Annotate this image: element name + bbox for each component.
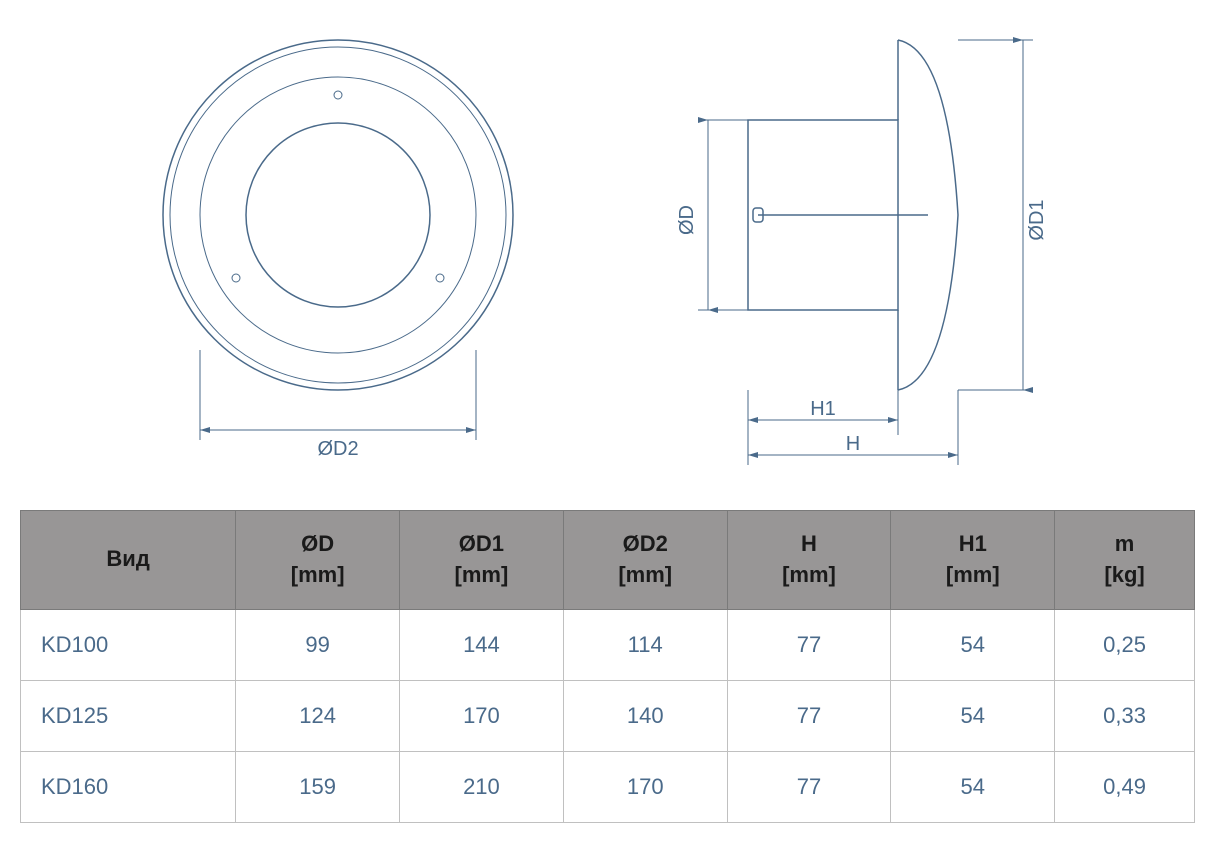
table-cell: KD160	[21, 751, 236, 822]
table-cell: 77	[727, 609, 891, 680]
table-header-cell: m[kg]	[1055, 511, 1195, 610]
table-header-cell: ØD1[mm]	[400, 511, 564, 610]
table-cell: 0,49	[1055, 751, 1195, 822]
table-row: KD12512417014077540,33	[21, 680, 1195, 751]
table-cell: 54	[891, 680, 1055, 751]
table-cell: 144	[400, 609, 564, 680]
h1-label: H1	[810, 398, 836, 420]
table-cell: 170	[563, 751, 727, 822]
d1-label: ØD1	[1026, 199, 1048, 240]
table-cell: 54	[891, 751, 1055, 822]
table-header-row: ВидØD[mm]ØD1[mm]ØD2[mm]H[mm]H1[mm]m[kg]	[21, 511, 1195, 610]
table-header-cell: ØD[mm]	[236, 511, 400, 610]
table-body: KD1009914411477540,25KD12512417014077540…	[21, 609, 1195, 822]
table-cell: KD100	[21, 609, 236, 680]
table-cell: 77	[727, 680, 891, 751]
table-cell: 77	[727, 751, 891, 822]
table-cell: 99	[236, 609, 400, 680]
table-cell: KD125	[21, 680, 236, 751]
table-cell: 114	[563, 609, 727, 680]
table-header-cell: Вид	[21, 511, 236, 610]
table-cell: 140	[563, 680, 727, 751]
table-cell: 54	[891, 609, 1055, 680]
table-row: KD16015921017077540,49	[21, 751, 1195, 822]
table-cell: 124	[236, 680, 400, 751]
front-view-diagram: ØD2	[128, 20, 548, 480]
table-header-cell: ØD2[mm]	[563, 511, 727, 610]
table-cell: 0,33	[1055, 680, 1195, 751]
table-row: KD1009914411477540,25	[21, 609, 1195, 680]
table-cell: 210	[400, 751, 564, 822]
table-cell: 170	[400, 680, 564, 751]
d-label: ØD	[676, 205, 698, 235]
specs-table: ВидØD[mm]ØD1[mm]ØD2[mm]H[mm]H1[mm]m[kg] …	[20, 510, 1195, 823]
table-header-cell: H1[mm]	[891, 511, 1055, 610]
table-cell: 0,25	[1055, 609, 1195, 680]
diagrams-container: ØD2	[20, 20, 1195, 480]
table-header-cell: H[mm]	[727, 511, 891, 610]
h-label: H	[845, 433, 859, 455]
side-view-diagram: ØD ØD1 H1 H	[628, 20, 1088, 480]
table-cell: 159	[236, 751, 400, 822]
d2-label: ØD2	[317, 438, 358, 460]
